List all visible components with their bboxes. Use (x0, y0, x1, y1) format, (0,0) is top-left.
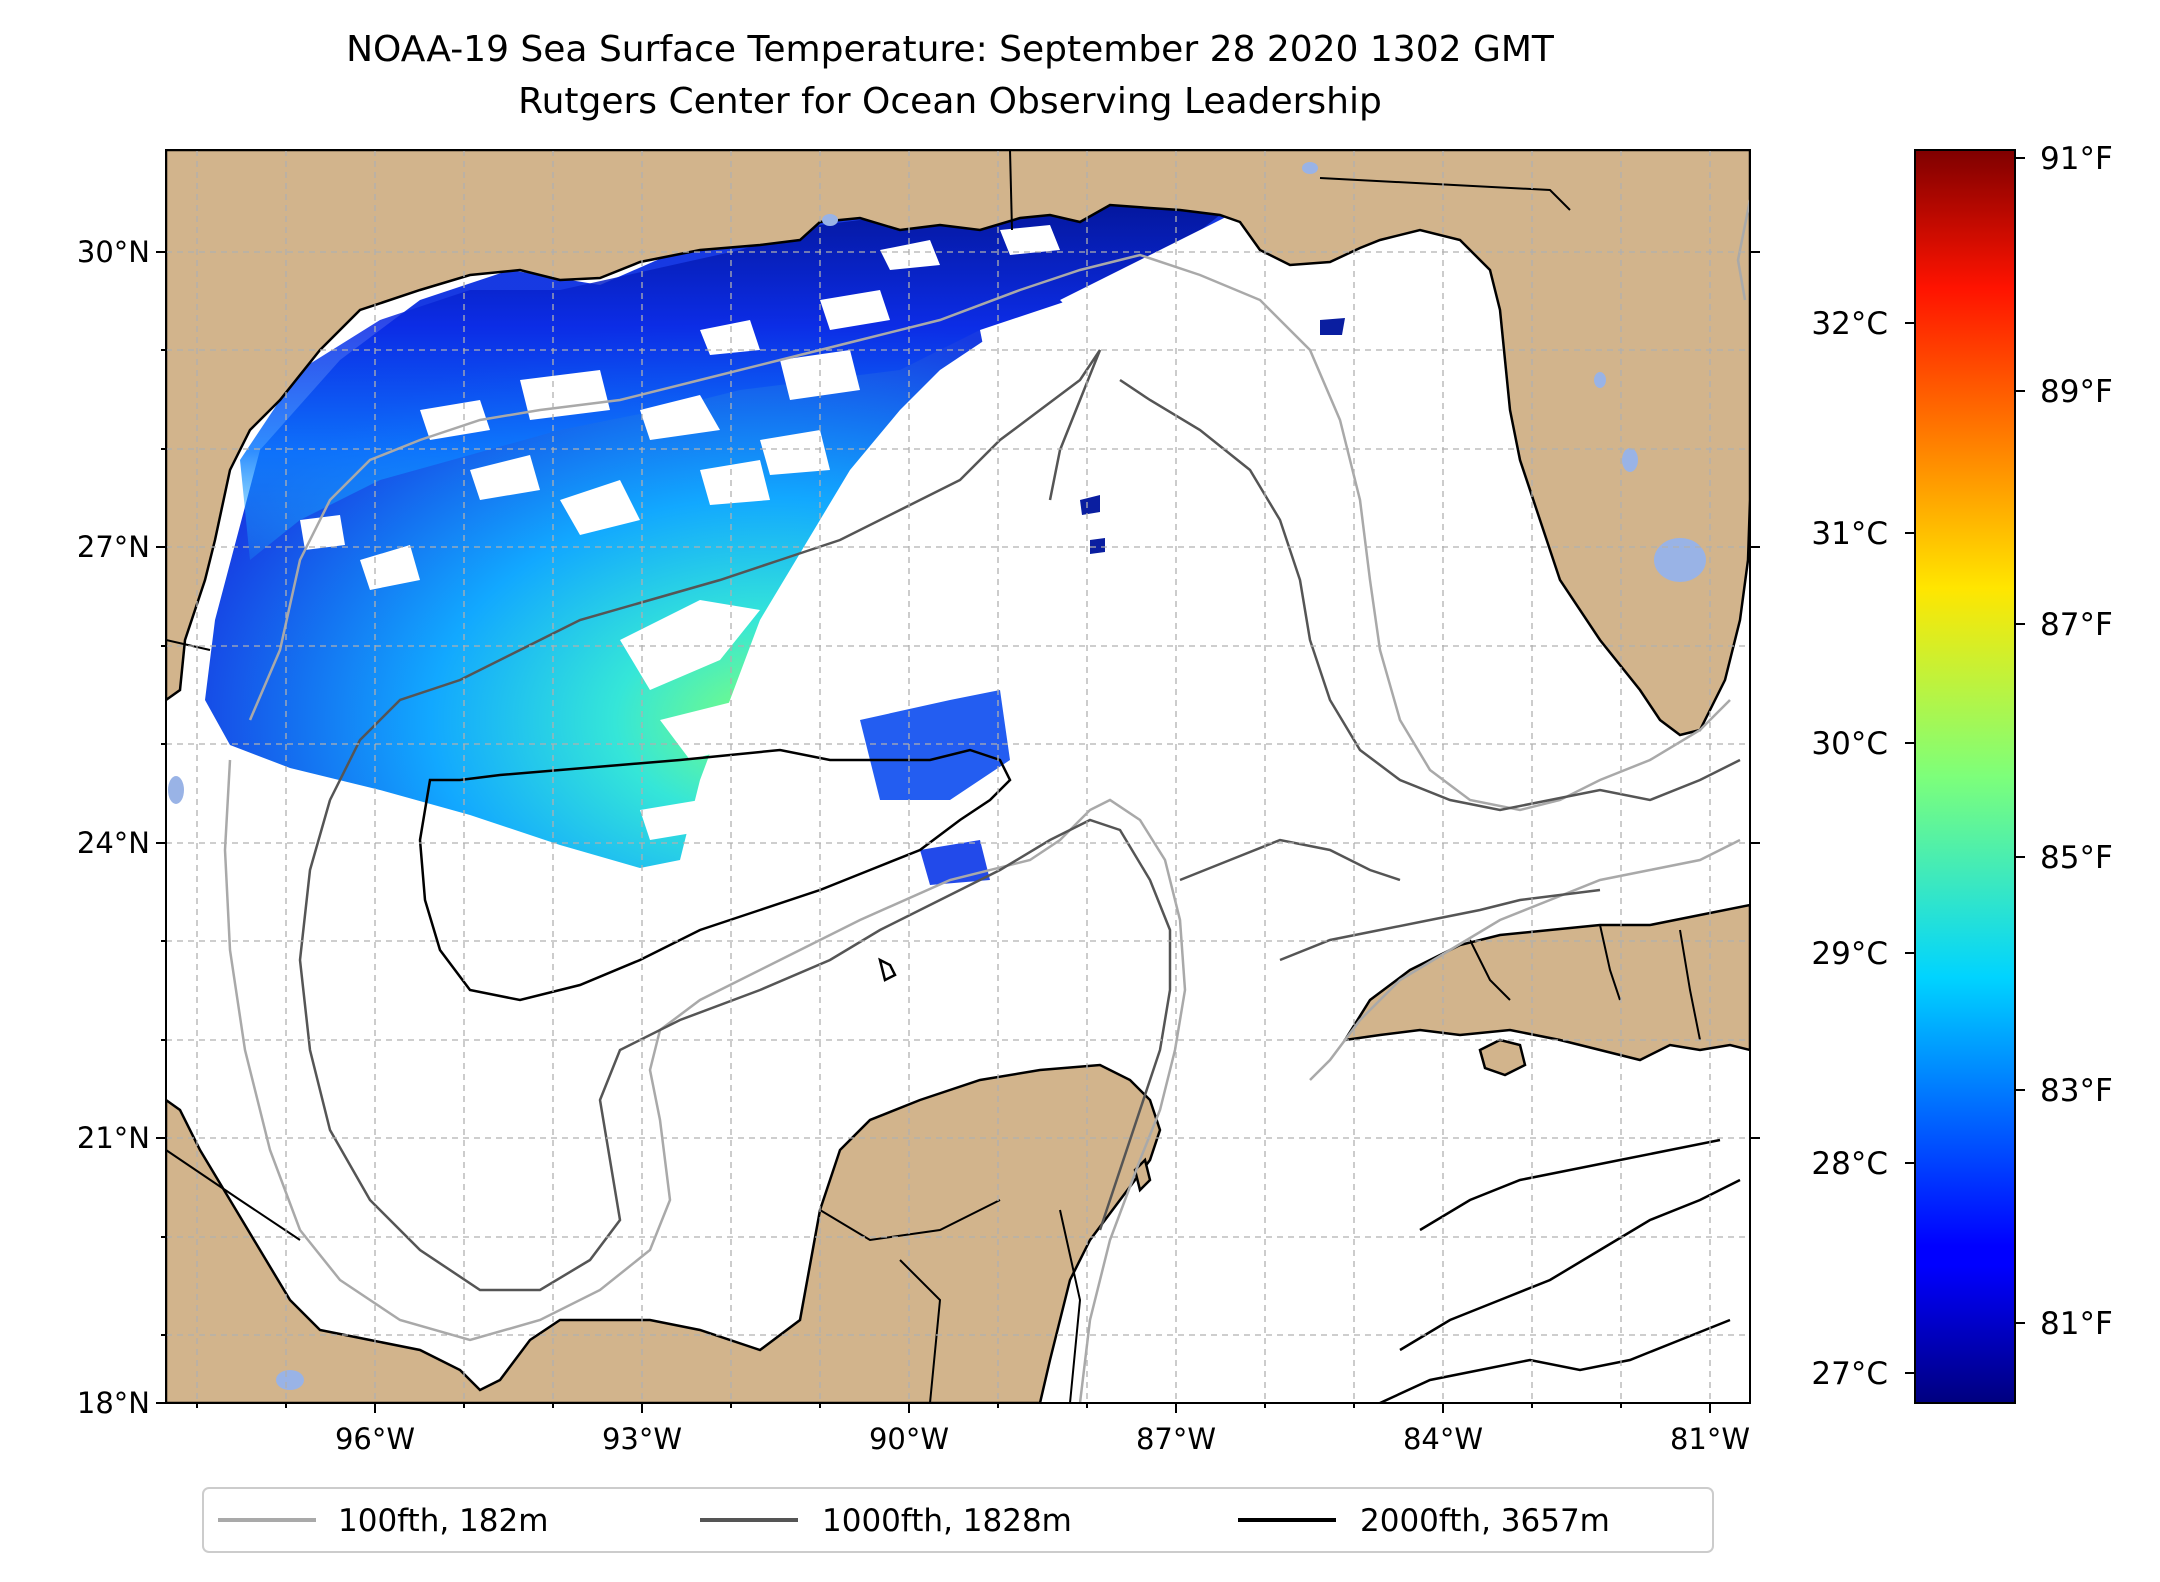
lat-label-30n: 30°N (77, 235, 150, 269)
lat-tick-marks (156, 251, 1760, 1404)
contour-2000fth (418, 748, 1741, 1403)
colorbar-label-83f: 83°F (2040, 1073, 2113, 1109)
colorbar-label-89f: 89°F (2040, 374, 2113, 410)
sst-swath (205, 195, 1345, 885)
legend-label-100fth: 100fth, 182m (338, 1503, 548, 1539)
lon-tick-marks (196, 1403, 1711, 1413)
map-frame (165, 149, 1751, 1404)
colorbar-label-87f: 87°F (2040, 607, 2113, 643)
legend-label-2000fth: 2000fth, 3657m (1360, 1503, 1610, 1539)
contour-legend (202, 1487, 1714, 1553)
colorbar-label-29c: 29°C (1811, 936, 1888, 972)
chart-subtitle: Rutgers Center for Ocean Observing Leade… (518, 81, 1382, 122)
lat-label-27n: 27°N (77, 530, 150, 564)
lat-label-24n: 24°N (77, 826, 150, 860)
colorbar-fahrenheit-ticks (2015, 157, 2025, 1324)
lon-label-84w: 84°W (1403, 1422, 1483, 1456)
land (166, 150, 1750, 1403)
lon-label-96w: 96°W (335, 1422, 415, 1456)
lon-label-93w: 93°W (602, 1422, 682, 1456)
bathymetry-contours (223, 199, 1750, 1403)
lon-label-87w: 87°W (1136, 1422, 1216, 1456)
colorbar-celsius-ticks (1905, 322, 1915, 1374)
colorbar-label-30c: 30°C (1811, 726, 1888, 762)
colorbar-label-32c: 32°C (1811, 306, 1888, 342)
lon-label-90w: 90°W (869, 1422, 949, 1456)
colorbar-label-28c: 28°C (1811, 1146, 1888, 1182)
chart-title: NOAA-19 Sea Surface Temperature: Septemb… (346, 29, 1554, 70)
colorbar-label-31c: 31°C (1811, 516, 1888, 552)
colorbar-label-81f: 81°F (2040, 1306, 2113, 1342)
contour-1000fth (298, 349, 1741, 1292)
lakes (168, 162, 1706, 1390)
lat-label-18n: 18°N (77, 1386, 150, 1420)
legend-label-1000fth: 1000fth, 1828m (822, 1503, 1072, 1539)
lat-label-21n: 21°N (77, 1121, 150, 1155)
lon-label-81w: 81°W (1670, 1422, 1750, 1456)
map-gridlines (166, 150, 1750, 1403)
colorbar-label-91f: 91°F (2040, 141, 2113, 177)
colorbar-label-27c: 27°C (1811, 1356, 1888, 1392)
political-borders (166, 150, 1701, 1403)
colorbar (1914, 149, 2016, 1404)
colorbar-label-85f: 85°F (2040, 840, 2113, 876)
